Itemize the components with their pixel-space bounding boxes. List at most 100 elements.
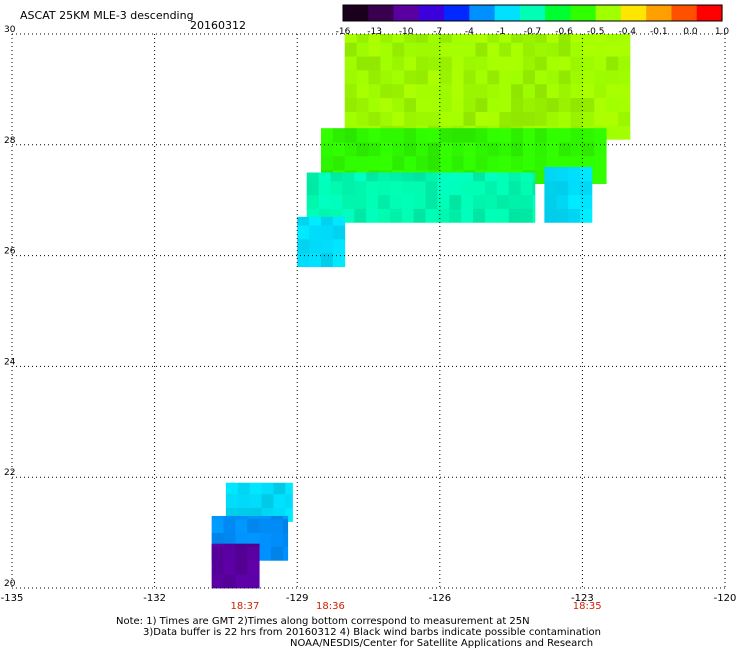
data-cell: [582, 142, 595, 157]
data-cell: [568, 208, 581, 223]
data-cell: [532, 180, 536, 196]
data-cell: [344, 97, 358, 112]
data-cell: [475, 42, 488, 57]
data-cell: [558, 97, 571, 112]
data-cell: [380, 56, 393, 71]
data-cell: [404, 128, 417, 143]
data-cell: [211, 574, 224, 589]
data-cell: [556, 166, 569, 182]
time-label: 18:37: [230, 601, 259, 612]
data-cell: [356, 83, 369, 99]
data-cell: [582, 56, 595, 71]
data-cell: [520, 172, 533, 182]
data-cell: [354, 180, 367, 196]
data-cell: [546, 155, 560, 171]
colorbar-segment: [368, 5, 395, 21]
data-cell: [511, 83, 524, 99]
data-cell: [392, 83, 405, 99]
colorbar-frame: [342, 4, 723, 22]
data-cell: [437, 172, 450, 182]
data-cell: [404, 70, 417, 85]
data-cell: [618, 42, 631, 57]
data-cell: [451, 83, 464, 99]
data-cell: [223, 532, 236, 547]
data-cell: [546, 111, 560, 126]
data-cell: [522, 42, 536, 57]
data-cell: [439, 97, 453, 112]
data-cell: [475, 97, 488, 112]
data-cell: [354, 194, 367, 209]
data-cell: [520, 208, 533, 223]
data-cell: [427, 83, 441, 99]
data-cell: [461, 180, 474, 196]
data-cell: [606, 42, 619, 57]
data-cell: [392, 128, 405, 143]
data-cell: [499, 56, 512, 71]
data-cell: [320, 155, 334, 171]
data-cell: [475, 128, 488, 143]
data-cell: [416, 97, 429, 112]
data-cell: [225, 493, 239, 509]
data-cell: [544, 166, 557, 182]
data-cell: [368, 56, 381, 71]
data-cell: [271, 518, 284, 533]
data-cell: [606, 70, 619, 85]
data-cell: [344, 111, 358, 126]
data-cell: [568, 194, 581, 209]
data-cell: [356, 111, 369, 126]
data-cell: [368, 42, 381, 57]
data-cell: [235, 515, 248, 520]
data-cell: [416, 128, 429, 143]
data-cell: [534, 128, 548, 143]
data-cell: [211, 515, 224, 520]
y-tick-label: 26: [4, 247, 16, 257]
data-cell: [356, 142, 369, 157]
data-cell: [223, 543, 236, 547]
data-cell: [273, 493, 286, 509]
colorbar-label: 1.0: [715, 27, 730, 37]
colorbar-label: -7: [433, 27, 442, 37]
data-cell: [499, 128, 512, 143]
data-cell: [306, 180, 319, 196]
data-cell: [259, 546, 272, 561]
data-cell: [582, 155, 595, 171]
data-cell: [247, 518, 260, 533]
data-cell: [570, 142, 583, 157]
data-cell: [496, 172, 510, 182]
data-cell: [570, 111, 583, 126]
data-cell: [606, 56, 619, 71]
data-cell: [520, 180, 533, 196]
colorbar-segment: [469, 5, 496, 21]
data-cell: [594, 155, 607, 171]
data-cell: [534, 155, 548, 171]
data-cell: [223, 518, 236, 533]
data-cell: [475, 70, 488, 85]
data-cell: [463, 70, 476, 85]
colorbar-label: -1: [496, 27, 505, 37]
data-cell: [247, 574, 260, 589]
data-cell: [499, 97, 512, 112]
data-cell: [282, 546, 289, 561]
data-cell: [404, 34, 417, 43]
data-cell: [425, 180, 438, 196]
data-cell: [344, 70, 358, 85]
data-cell: [223, 546, 236, 561]
data-cell: [356, 42, 369, 57]
data-cell: [534, 34, 548, 43]
colorbar-segment: [595, 5, 622, 21]
data-cell: [332, 216, 346, 226]
data-cell: [532, 208, 536, 223]
data-cell: [401, 172, 415, 182]
y-tick-label: 30: [4, 25, 16, 35]
data-cell: [285, 493, 293, 509]
data-cell: [416, 34, 429, 43]
data-cell: [297, 225, 310, 240]
data-cell: [511, 56, 524, 71]
data-cell: [247, 560, 260, 575]
data-cell: [404, 111, 417, 126]
data-cell: [425, 208, 438, 223]
data-cell: [475, 34, 488, 43]
data-cell: [546, 142, 560, 157]
data-cell: [511, 155, 524, 171]
data-cell: [249, 493, 262, 509]
